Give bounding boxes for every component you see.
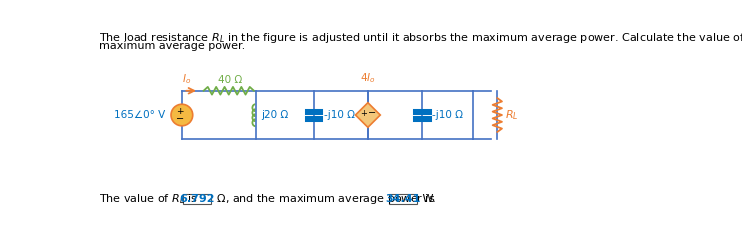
Text: 165∠0° V: 165∠0° V bbox=[114, 110, 165, 120]
Text: The value of $R_L$ is: The value of $R_L$ is bbox=[99, 192, 197, 206]
Text: W.: W. bbox=[419, 194, 436, 204]
Text: 6.792: 6.792 bbox=[180, 194, 214, 204]
Text: +: + bbox=[177, 107, 184, 116]
Text: $4I_o$: $4I_o$ bbox=[360, 72, 375, 85]
Text: maximum average power.: maximum average power. bbox=[99, 41, 245, 51]
Text: 34.41: 34.41 bbox=[385, 194, 421, 204]
Text: $R_L$: $R_L$ bbox=[505, 108, 519, 122]
Text: -j10 Ω: -j10 Ω bbox=[324, 110, 355, 120]
Text: +: + bbox=[361, 109, 367, 118]
Text: −: − bbox=[177, 114, 185, 124]
FancyBboxPatch shape bbox=[183, 194, 211, 204]
Text: 40 Ω: 40 Ω bbox=[218, 75, 243, 85]
Text: $I_o$: $I_o$ bbox=[182, 72, 191, 86]
Circle shape bbox=[171, 104, 193, 126]
Text: $\Omega$, and the maximum average power is: $\Omega$, and the maximum average power … bbox=[213, 192, 435, 206]
Text: The load resistance $R_L$ in the figure is adjusted until it absorbs the maximum: The load resistance $R_L$ in the figure … bbox=[99, 32, 742, 45]
Text: −: − bbox=[368, 108, 375, 119]
Text: -j10 Ω: -j10 Ω bbox=[432, 110, 463, 120]
Polygon shape bbox=[355, 103, 381, 127]
Text: j20 Ω: j20 Ω bbox=[261, 110, 288, 120]
FancyBboxPatch shape bbox=[389, 194, 418, 204]
